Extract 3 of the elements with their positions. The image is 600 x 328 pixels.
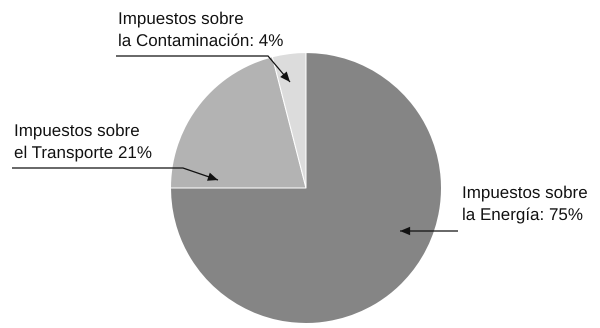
slice-label: Impuestos sobre la Contaminación: 4% — [118, 8, 284, 52]
slice-label: Impuestos sobre el Transporte 21% — [14, 120, 152, 164]
slice-label: Impuestos sobre la Energía: 75% — [462, 182, 588, 226]
